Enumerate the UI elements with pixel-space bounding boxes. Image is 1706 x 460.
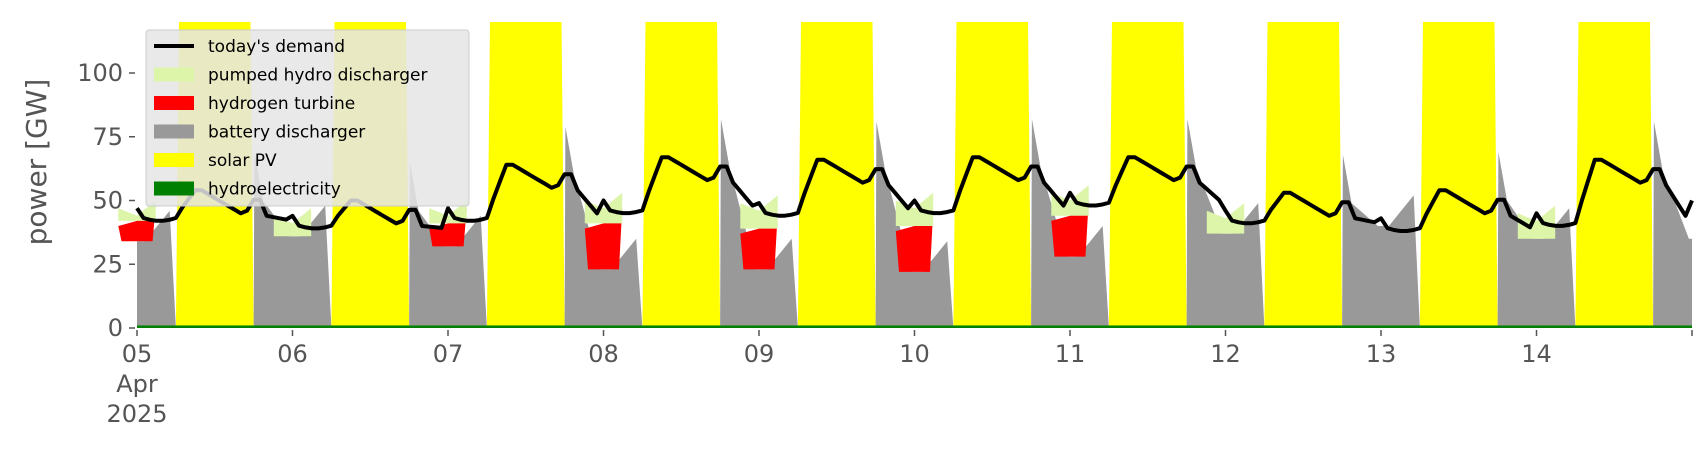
solar-pv-area [953,22,1032,328]
battery-discharger-area [253,152,332,328]
solar-pv-area [1108,22,1187,328]
battery-discharger-area [137,152,176,328]
pumped-hydro-area [118,200,156,221]
legend-swatch [154,124,194,139]
battery-discharger-area [1497,152,1576,328]
x-tick-label: 13 [1366,340,1397,368]
x-tick-label: 09 [744,340,775,368]
x-tick-label: 08 [588,340,619,368]
legend-swatch [154,67,194,82]
x-tick-label: 12 [1210,340,1241,368]
legend-label: hydroelectricity [208,180,341,200]
legend: today's demand pumped hydro discharger hyd… [145,29,470,207]
pumped-hydro-area [740,195,778,229]
pumped-hydro-area [1051,185,1089,216]
legend-swatch [154,181,194,196]
x-tick-label: 05 [122,340,153,368]
x-tick-label: 06 [277,340,308,368]
solar-pv-area [1575,22,1654,328]
legend-label: solar PV [208,151,277,171]
x-tick-sublabel: Apr [116,370,158,398]
pumped-hydro-area [273,208,312,237]
demand-line [135,155,1694,233]
solar-pv-area [1264,22,1343,328]
pumped-hydro-area [895,192,934,226]
pumped-hydro-area [584,192,623,224]
legend-label: battery discharger [208,123,365,143]
solar-pv-area [797,22,876,328]
hydrogen-turbine-area [584,208,623,270]
x-tick-sublabel: 2025 [106,400,167,428]
pumped-hydro-area [1517,205,1556,239]
pumped-hydro-area [1206,203,1245,234]
y-tick-label: 75 [92,123,123,151]
battery-discharger-area [1653,121,1692,329]
battery-discharger-area [1031,118,1109,329]
battery-discharger-area [1186,118,1265,329]
legend-box [145,29,470,207]
legend-swatch [154,96,194,110]
x-tick-label: 14 [1521,340,1552,368]
y-tick-label: 25 [92,250,123,278]
y-tick-label: 100 [77,59,123,87]
legend-label: pumped hydro discharger [208,66,427,86]
y-axis: 0 25 50 75 100 [77,59,135,342]
battery-discharger-area [564,126,643,328]
y-axis-title: power [GW] [20,79,53,246]
legend-swatch [154,153,194,167]
battery-discharger-area [1342,154,1420,328]
battery-discharger-area [875,121,954,329]
y-tick-label: 50 [92,187,123,215]
battery-discharger-area [720,118,798,329]
solar-pv-area [486,22,565,328]
x-tick-label: 10 [899,340,930,368]
x-tick-label: 07 [433,340,464,368]
solar-pv-area [1419,22,1498,328]
legend-label: today's demand [208,37,345,57]
solar-pv-area [642,22,721,328]
y-tick-label: 0 [108,314,123,342]
legend-label: hydrogen turbine [208,94,355,114]
hydroelectricity-area [137,325,1692,328]
x-tick-label: 11 [1055,340,1086,368]
battery-discharger-area [409,162,487,328]
